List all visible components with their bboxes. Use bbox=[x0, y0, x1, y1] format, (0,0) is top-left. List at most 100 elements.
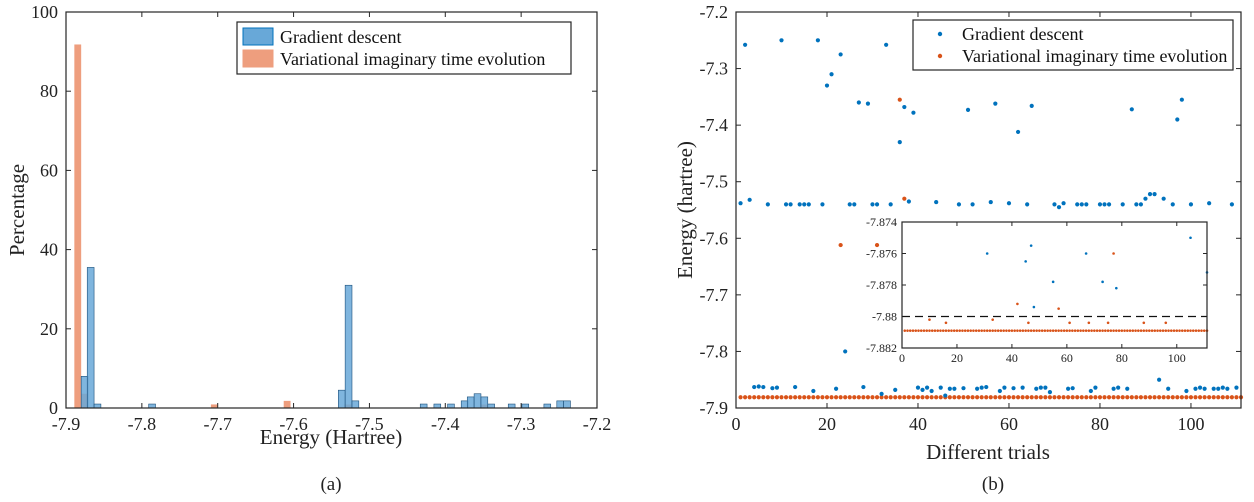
gd-point bbox=[1211, 386, 1216, 391]
gd-point bbox=[1157, 377, 1162, 382]
gd-bar-1 bbox=[86, 267, 95, 409]
inset-vite-baseline-point bbox=[996, 329, 1000, 332]
vite-baseline-point bbox=[1011, 395, 1016, 400]
inset-vite-point bbox=[1112, 252, 1115, 255]
vite-baseline-point bbox=[947, 395, 952, 400]
inset-x-tick-label: 0 bbox=[899, 351, 905, 365]
gd-point bbox=[779, 38, 784, 43]
inset-vite-baseline-point bbox=[1098, 329, 1102, 332]
inset-vite-point bbox=[1087, 321, 1091, 325]
vite-baseline-point bbox=[888, 395, 893, 400]
vite-baseline-point bbox=[1157, 395, 1162, 400]
inset-vite-baseline-point bbox=[1158, 329, 1162, 332]
gd-point bbox=[934, 199, 939, 205]
vite-baseline-point bbox=[975, 395, 980, 400]
gd-bar-5 bbox=[344, 284, 353, 409]
vite-baseline-point bbox=[779, 395, 784, 400]
histogram-x-tick-label: -7.6 bbox=[279, 414, 308, 434]
vite-baseline-point bbox=[1207, 395, 1212, 400]
inset-vite-baseline-point bbox=[1175, 329, 1179, 332]
histogram-y-tick-label: 100 bbox=[31, 2, 58, 22]
vite-baseline-point bbox=[865, 395, 871, 400]
inset-gd-point bbox=[1101, 280, 1104, 284]
gd-point bbox=[1097, 202, 1103, 207]
inset-vite-baseline-point bbox=[1117, 329, 1121, 332]
inset-vite-point bbox=[1016, 302, 1019, 306]
vite-baseline-point bbox=[1061, 395, 1066, 400]
vite-baseline-point bbox=[924, 395, 930, 400]
gd-point bbox=[1093, 385, 1098, 390]
vite-baseline-point bbox=[1056, 395, 1062, 400]
gd-point bbox=[752, 384, 757, 390]
vite-baseline-point bbox=[1034, 395, 1039, 400]
inset-vite-baseline-point bbox=[1076, 329, 1080, 332]
vite-baseline-point bbox=[811, 395, 816, 400]
histogram-x-tick-label: -7.3 bbox=[507, 414, 536, 434]
gradient-descent-bars bbox=[80, 267, 571, 409]
histogram-y-tick-label: 60 bbox=[40, 160, 58, 180]
vite-baseline-point bbox=[1047, 395, 1053, 400]
vite-baseline-point bbox=[979, 395, 984, 400]
gd-point bbox=[743, 42, 748, 47]
inset-x-tick-label: 100 bbox=[1168, 351, 1186, 365]
gd-point bbox=[911, 110, 916, 115]
gd-point bbox=[879, 391, 884, 396]
inset-vite-baseline-point bbox=[1043, 329, 1047, 332]
inset-vite-baseline-point bbox=[1057, 329, 1060, 332]
gd-point bbox=[852, 202, 857, 207]
gd-point bbox=[811, 388, 816, 394]
vite-baseline-point bbox=[1106, 395, 1112, 400]
inset-vite-baseline-point bbox=[966, 329, 970, 332]
gd-point bbox=[1220, 385, 1225, 390]
inset-vite-baseline-point bbox=[1137, 329, 1140, 332]
vite-baseline-point bbox=[1097, 395, 1103, 400]
inset-frame bbox=[901, 221, 1208, 349]
inset-vite-baseline-point bbox=[1084, 329, 1088, 332]
vite-baseline-point bbox=[847, 395, 852, 400]
vite-baseline-point bbox=[1129, 395, 1134, 400]
vite-baseline-point bbox=[1084, 395, 1089, 400]
histogram-ticks: -7.9 -7.8 -7.7 -7.6 -7.5 -7.4 -7.3 -7.2 0 20 40 60 8… bbox=[31, 2, 611, 434]
inset-vite-baseline-point bbox=[1180, 329, 1184, 332]
scatter-legend-label-gd: Gradient descent bbox=[962, 24, 1083, 44]
inset-vite-baseline-point bbox=[1131, 329, 1135, 332]
gd-point bbox=[1011, 386, 1016, 391]
gd-point bbox=[929, 388, 934, 394]
inset-vite-baseline-point bbox=[1142, 329, 1146, 332]
scatter-y-tick-label: -7.5 bbox=[700, 172, 729, 192]
vite-baseline-point bbox=[1043, 395, 1048, 400]
gd-point bbox=[1188, 202, 1194, 207]
inset-vite-baseline-point bbox=[1090, 329, 1093, 332]
gd-point bbox=[1029, 103, 1034, 109]
vite-baseline-point bbox=[902, 395, 907, 400]
histogram-y-axis-title: Percentage bbox=[5, 164, 29, 256]
inset-vite-baseline-point bbox=[1087, 329, 1091, 332]
inset-gd-point bbox=[1032, 305, 1036, 309]
inset-vite-baseline-point bbox=[939, 329, 942, 332]
scatter-x-axis-title: Different trials bbox=[926, 440, 1050, 464]
inset-vite-baseline-point bbox=[903, 329, 907, 332]
vite-baseline-point bbox=[1220, 395, 1225, 400]
inset-y-tick-label: -7.874 bbox=[866, 215, 897, 229]
inset-vite-baseline-point bbox=[1035, 329, 1038, 332]
gd-point bbox=[961, 386, 966, 391]
gd-point bbox=[897, 140, 902, 145]
vite-baseline-point bbox=[911, 395, 916, 400]
scatter-y-tick-label: -7.4 bbox=[700, 115, 729, 135]
inset-vite-baseline-point bbox=[1007, 329, 1011, 332]
vite-baseline-point bbox=[738, 395, 743, 400]
gd-point bbox=[984, 384, 989, 390]
gd-point bbox=[1207, 201, 1212, 206]
gd-point bbox=[1075, 202, 1080, 207]
gd-point bbox=[793, 384, 798, 390]
vite-baseline-point bbox=[884, 395, 889, 400]
gd-point bbox=[1202, 386, 1207, 391]
gd-point bbox=[774, 385, 780, 390]
vite-point bbox=[838, 242, 843, 248]
inset-vite-baseline-point bbox=[1115, 329, 1118, 332]
inset-vite-point bbox=[1027, 321, 1030, 325]
histogram-y-tick-label: 80 bbox=[40, 81, 58, 101]
gd-point bbox=[1138, 202, 1144, 207]
inset-vite-point bbox=[1164, 321, 1168, 325]
histogram-x-tick-label: -7.8 bbox=[128, 414, 157, 434]
